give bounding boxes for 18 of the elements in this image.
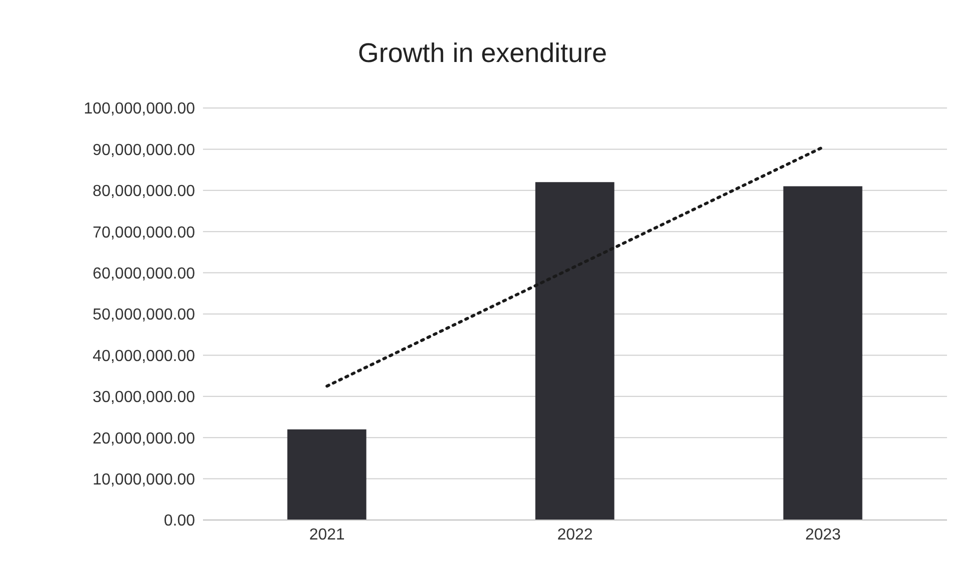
y-tick-label: 70,000,000.00 [92,224,196,242]
bar [287,429,366,520]
x-tick-label: 2023 [805,526,841,544]
y-tick-label: 20,000,000.00 [92,430,196,448]
bar [535,182,614,520]
y-tick-label: 80,000,000.00 [92,183,196,200]
y-tick-label: 10,000,000.00 [92,471,196,488]
bar [783,186,862,520]
y-tick-label: 40,000,000.00 [92,348,196,365]
x-tick-label: 2022 [557,526,593,544]
y-tick-label: 100,000,000.00 [84,100,196,118]
y-tick-label: 50,000,000.00 [92,306,196,324]
x-tick-label: 2021 [309,526,345,544]
y-tick-label: 60,000,000.00 [92,265,196,282]
y-tick-label: 0.00 [164,512,196,530]
chart-title: Growth in exenditure [356,38,608,69]
y-tick-label: 90,000,000.00 [92,142,196,159]
y-tick-label: 30,000,000.00 [92,389,196,406]
